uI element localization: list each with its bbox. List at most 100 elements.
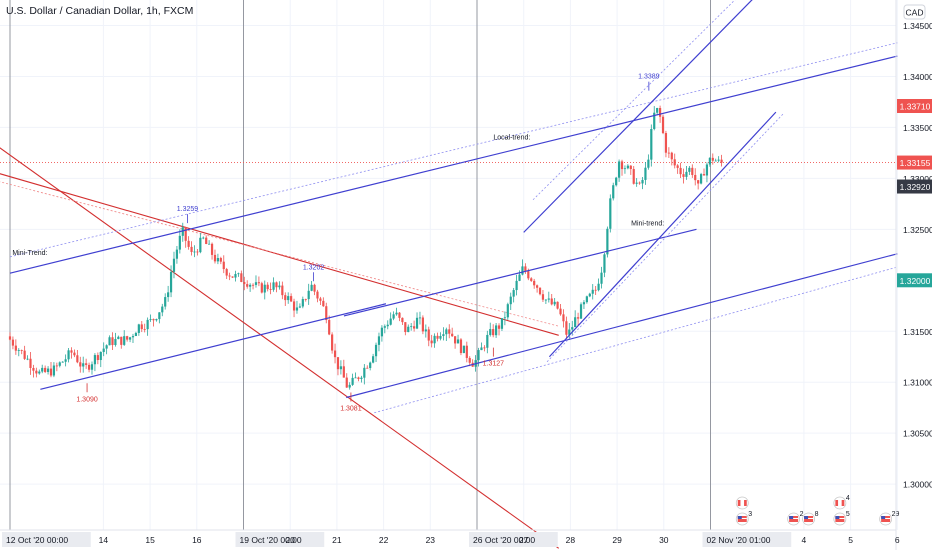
candle-body xyxy=(231,276,234,278)
canada-event-icon[interactable] xyxy=(735,496,749,510)
candle-body xyxy=(298,306,302,308)
us-event-icon[interactable]: 3 xyxy=(735,511,752,526)
candle-body xyxy=(205,237,208,244)
candle-body xyxy=(102,348,105,352)
time-tick-label: 26 Oct '20 00:00 xyxy=(473,535,535,545)
candle-body xyxy=(497,325,501,329)
us-event-icon[interactable]: 5 xyxy=(833,511,850,526)
chart-title: U.S. Dollar / Canadian Dollar, 1h, FXCM xyxy=(6,5,193,17)
candle-body xyxy=(635,182,638,184)
candle-body xyxy=(131,336,135,338)
candle-body xyxy=(79,362,82,367)
candle-body xyxy=(123,336,126,345)
candle-body xyxy=(579,304,583,319)
time-label-box xyxy=(469,532,558,547)
candle-body xyxy=(251,284,255,286)
us-event-icon[interactable]: 2 xyxy=(787,511,804,526)
candle-body xyxy=(351,377,354,385)
candle-body xyxy=(541,294,545,300)
candle-body xyxy=(591,289,594,294)
candle-body xyxy=(372,356,375,363)
economic-events[interactable]: 3 2 8 4 5 29 xyxy=(735,495,900,526)
candle-body xyxy=(117,336,120,340)
candle-body xyxy=(137,324,140,333)
price-annotation: 1.3259 xyxy=(177,206,199,213)
candle-body xyxy=(582,302,586,305)
candle-body xyxy=(254,282,258,285)
candle-body xyxy=(571,327,574,330)
candle-body xyxy=(301,299,304,307)
time-axis[interactable]: 12 Oct '20 00:00 14 15 16 19 Oct '20 00:0020… xyxy=(2,532,900,547)
candle-body xyxy=(17,350,20,351)
candle-body xyxy=(588,293,591,297)
canada-event-icon[interactable]: 4 xyxy=(833,495,850,510)
candle-body xyxy=(55,365,58,367)
candle-body xyxy=(702,174,706,176)
red-trendline-dotted xyxy=(0,181,559,327)
candle-body xyxy=(705,164,709,176)
candle-body xyxy=(196,251,199,253)
candle-body xyxy=(52,365,56,376)
candle-body xyxy=(360,377,363,379)
time-tick-label: 16 xyxy=(192,535,202,545)
candle-body xyxy=(126,336,129,340)
candle-body xyxy=(415,317,419,329)
candle-body xyxy=(664,133,668,153)
candle-body xyxy=(524,266,527,272)
candle-body xyxy=(603,254,606,273)
candle-body xyxy=(615,177,618,186)
candle-body xyxy=(377,336,381,345)
candle-body xyxy=(404,322,407,333)
time-tick-label: 20 xyxy=(285,535,295,545)
candle-body xyxy=(492,329,495,336)
candle-body xyxy=(257,282,261,284)
candle-body xyxy=(175,249,179,259)
candle-body xyxy=(222,261,225,270)
candle-body xyxy=(11,339,15,346)
candle-body xyxy=(424,329,427,332)
currency-button[interactable]: CAD xyxy=(903,4,926,20)
candle-body xyxy=(489,329,492,335)
flag-us-canton xyxy=(881,516,886,519)
candle-body xyxy=(228,275,231,277)
candle-body xyxy=(380,327,383,337)
candle-body xyxy=(319,298,322,301)
candle-body xyxy=(535,285,539,288)
time-label-box xyxy=(2,532,91,547)
blue-trendline-dotted xyxy=(9,42,898,258)
price-axis[interactable]: 1.30000 1.30500 1.31000 1.31500 1.32500 1.330… xyxy=(903,21,932,490)
candle-body xyxy=(363,367,366,378)
candle-body xyxy=(29,358,32,368)
candle-body xyxy=(155,319,158,321)
candle-body xyxy=(509,296,512,305)
candle-body xyxy=(699,174,703,184)
candle-body xyxy=(26,358,29,360)
candle-body xyxy=(331,334,334,351)
candle-body xyxy=(407,326,410,333)
candle-body xyxy=(679,167,682,175)
time-tick-label: 22 xyxy=(379,535,389,545)
candle-body xyxy=(284,295,287,301)
candle-body xyxy=(187,240,190,247)
candle-body xyxy=(310,284,313,291)
us-event-icon[interactable]: 8 xyxy=(802,511,819,526)
event-count: 8 xyxy=(815,511,819,518)
us-event-icon[interactable]: 29 xyxy=(879,511,900,526)
candle-body xyxy=(456,339,460,344)
candle-body xyxy=(249,284,252,287)
candle-body xyxy=(246,284,249,287)
flag-us-stripe xyxy=(804,518,814,519)
candle-body xyxy=(199,237,202,253)
candle-body xyxy=(216,258,220,262)
price-tick-label: 1.33500 xyxy=(903,123,932,133)
candle-body xyxy=(559,308,562,315)
candle-body xyxy=(369,362,372,369)
candle-body xyxy=(149,319,152,320)
candle-body xyxy=(193,251,196,253)
time-tick-label: 19 Oct '20 00:00 xyxy=(240,535,302,545)
red-trendline xyxy=(0,173,559,336)
candle-body xyxy=(41,367,44,372)
candle-body xyxy=(295,307,299,311)
